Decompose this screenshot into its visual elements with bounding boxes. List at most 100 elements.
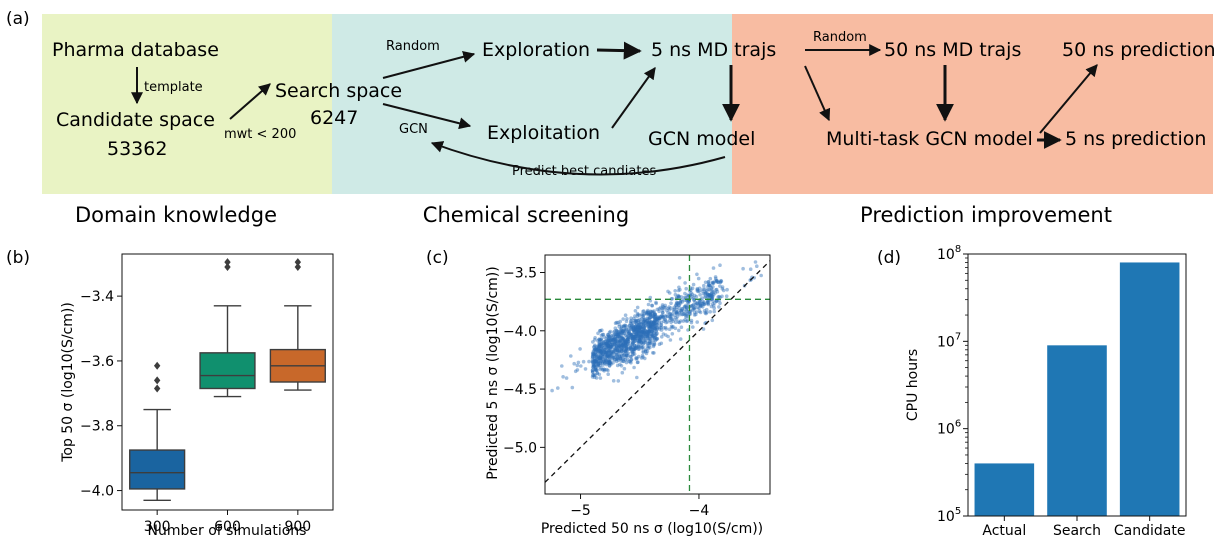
scatter-point bbox=[616, 331, 620, 336]
scatter-point bbox=[601, 357, 605, 361]
scatter-point bbox=[638, 325, 643, 330]
scatter-point bbox=[606, 339, 610, 344]
scatter-point bbox=[652, 323, 657, 328]
scatter-point bbox=[675, 300, 679, 305]
scatter-point bbox=[640, 346, 644, 350]
scatter-point bbox=[599, 349, 603, 354]
scatter-point bbox=[626, 335, 631, 340]
scatter-point bbox=[622, 353, 626, 357]
scatter-point bbox=[621, 329, 625, 334]
scatter-point bbox=[614, 338, 619, 343]
scatter-point bbox=[639, 344, 643, 348]
scatter-point bbox=[592, 359, 597, 364]
scatter-point bbox=[602, 367, 606, 372]
scatter-point bbox=[697, 300, 702, 305]
scatter-point bbox=[633, 343, 637, 348]
scatter-point bbox=[643, 329, 648, 333]
scatter-point bbox=[689, 291, 693, 295]
scatter-point bbox=[622, 366, 627, 371]
scatter-point bbox=[655, 327, 659, 331]
scatter-point bbox=[634, 357, 638, 361]
scatter-point bbox=[607, 360, 611, 365]
scatter-point bbox=[624, 324, 628, 328]
scatter-point bbox=[631, 337, 635, 341]
scatter-point bbox=[673, 320, 678, 325]
scatter-point bbox=[647, 339, 652, 344]
scatter-point bbox=[632, 328, 636, 333]
scatter-point bbox=[632, 347, 636, 352]
scatter-point bbox=[678, 301, 683, 305]
scatter-point bbox=[597, 353, 601, 357]
scatter-point bbox=[625, 339, 630, 343]
scatter-point bbox=[608, 351, 613, 356]
box-900 bbox=[269, 258, 326, 391]
scatter-point bbox=[699, 304, 704, 308]
scatter-point bbox=[681, 319, 686, 323]
scatter-point bbox=[599, 343, 603, 348]
scatter-point bbox=[637, 327, 642, 331]
y-tick-label-d: 107 bbox=[937, 331, 961, 350]
scatter-point bbox=[596, 331, 600, 336]
scatter-point bbox=[637, 331, 641, 336]
scatter-point bbox=[670, 296, 674, 301]
scatter-point bbox=[647, 315, 652, 320]
scatter-point bbox=[629, 332, 634, 337]
scatter-point bbox=[646, 333, 651, 337]
scatter-point bbox=[629, 360, 633, 365]
scatter-point bbox=[692, 293, 697, 298]
scatter-point bbox=[624, 333, 628, 338]
scatter-point bbox=[684, 315, 688, 319]
scatter-point bbox=[612, 355, 616, 359]
scatter-point bbox=[624, 345, 628, 350]
scatter-point bbox=[618, 329, 623, 334]
scatter-point bbox=[632, 316, 636, 321]
scatter-point bbox=[660, 335, 664, 339]
scatter-point bbox=[607, 342, 611, 346]
scatter-point bbox=[705, 291, 709, 296]
scatter-point bbox=[608, 361, 612, 366]
scatter-point bbox=[709, 292, 714, 297]
scatter-point bbox=[642, 322, 646, 327]
scatter-point bbox=[597, 342, 602, 347]
scatter-point bbox=[614, 341, 619, 346]
scatter-point bbox=[614, 320, 619, 325]
scatter-point bbox=[647, 324, 652, 329]
scatter-point bbox=[620, 347, 624, 352]
scatter-point bbox=[593, 367, 598, 372]
scatter-point bbox=[632, 347, 637, 352]
scatter-point bbox=[653, 327, 658, 331]
scatter-point bbox=[592, 358, 597, 363]
scatter-point bbox=[605, 352, 610, 357]
scatter-point bbox=[612, 342, 617, 347]
scatter-point bbox=[639, 341, 644, 345]
scatter-point bbox=[654, 317, 659, 322]
scatter-point bbox=[596, 359, 601, 363]
scatter-point bbox=[639, 331, 644, 335]
scatter-point bbox=[689, 320, 694, 325]
x-axis-label-c: Predicted 50 ns σ (log10(S/cm)) bbox=[541, 521, 763, 537]
scatter-point bbox=[639, 326, 643, 330]
scatter-point bbox=[592, 356, 597, 361]
scatter-point bbox=[648, 311, 652, 315]
scatter-point bbox=[627, 327, 631, 332]
scatter-point bbox=[621, 338, 625, 342]
scatter-point bbox=[607, 344, 612, 349]
scatter-point bbox=[632, 336, 636, 341]
scatter-point bbox=[694, 294, 699, 299]
scatter-point bbox=[707, 293, 712, 297]
scatter-point bbox=[587, 359, 591, 364]
scatter-point bbox=[708, 294, 713, 298]
scatter-point bbox=[593, 352, 598, 356]
domain-knowledge-background bbox=[42, 14, 332, 194]
scatter-point bbox=[650, 321, 654, 326]
scatter-point bbox=[695, 310, 699, 314]
chemical-screening-background bbox=[332, 14, 732, 194]
scatter-point bbox=[637, 338, 642, 342]
scatter-point bbox=[592, 344, 597, 349]
scatter-point bbox=[624, 353, 628, 357]
scatter-point bbox=[614, 345, 619, 350]
scatter-point bbox=[613, 348, 617, 352]
scatter-point bbox=[615, 341, 620, 345]
scatter-point bbox=[594, 368, 598, 373]
